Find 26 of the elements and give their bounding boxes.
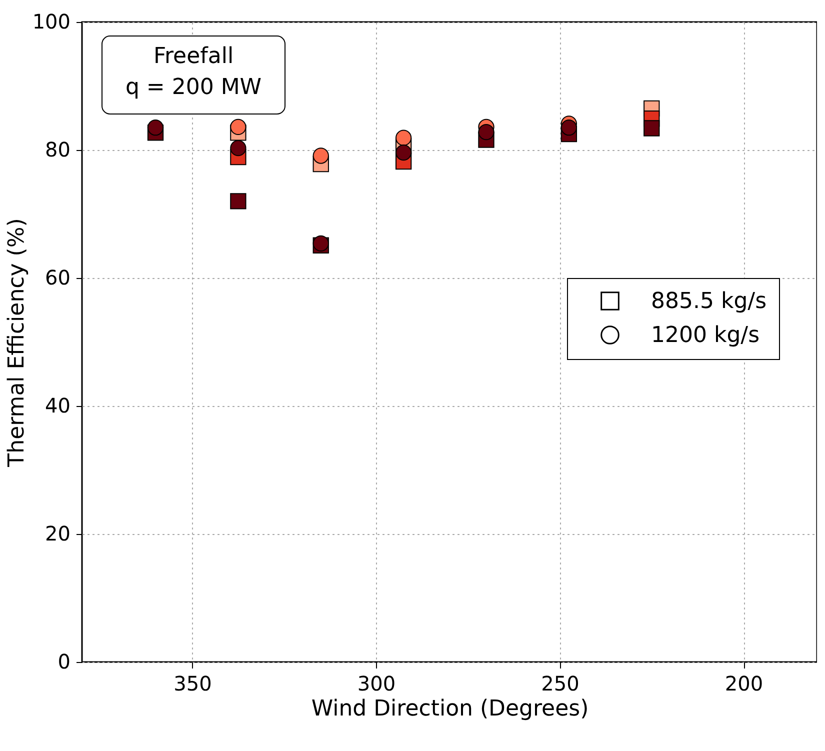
point [560, 120, 578, 136]
point [312, 148, 329, 164]
y-tick-label: 0 [58, 650, 70, 674]
point [644, 120, 660, 136]
annotation: Freefall [153, 44, 234, 69]
point [395, 130, 412, 146]
point [230, 140, 246, 156]
legend-label: 885.5 kg/s [651, 289, 767, 314]
point [230, 118, 246, 136]
y-tick-label: 40 [45, 394, 70, 418]
y-axis-title: Thermal Efficiency (%) [4, 218, 30, 468]
x-tick-label: 300 [357, 672, 396, 696]
y-tick-label: 80 [45, 138, 70, 162]
y-tick-label: 20 [45, 522, 70, 546]
x-tick-label: 250 [541, 672, 580, 696]
annotation: q = 200 MW [125, 75, 262, 100]
point [230, 193, 246, 210]
point [147, 120, 164, 136]
legend-label: 1200 kg/s [651, 323, 760, 348]
point [395, 144, 412, 161]
x-tick-label: 200 [724, 672, 764, 696]
y-tick-label: 60 [45, 266, 70, 290]
x-axis-title: Wind Direction (Degrees) [311, 696, 589, 722]
point [478, 124, 494, 140]
y-tick-label: 100 [32, 10, 70, 34]
x-tick-label: 350 [174, 672, 212, 696]
